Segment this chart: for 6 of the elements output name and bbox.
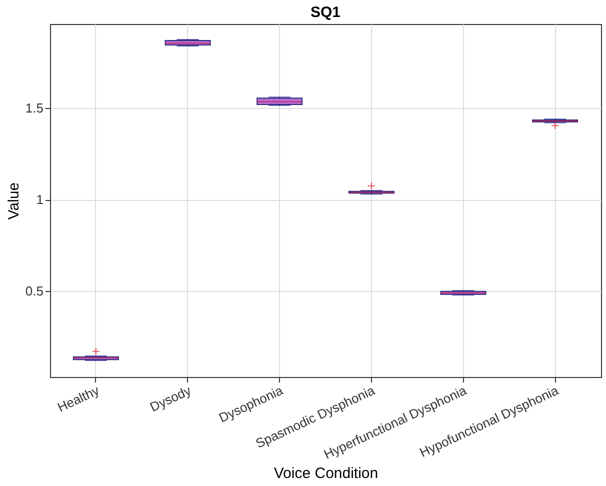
y-tick-label: 0.5 [25, 284, 44, 299]
x-axis-title: Voice Condition [274, 464, 378, 482]
y-tick-label: 1 [36, 192, 44, 208]
y-axis-title: Value [5, 182, 22, 220]
y-tick-label: 1.5 [25, 100, 44, 116]
chart-title: SQ1 [310, 4, 341, 21]
